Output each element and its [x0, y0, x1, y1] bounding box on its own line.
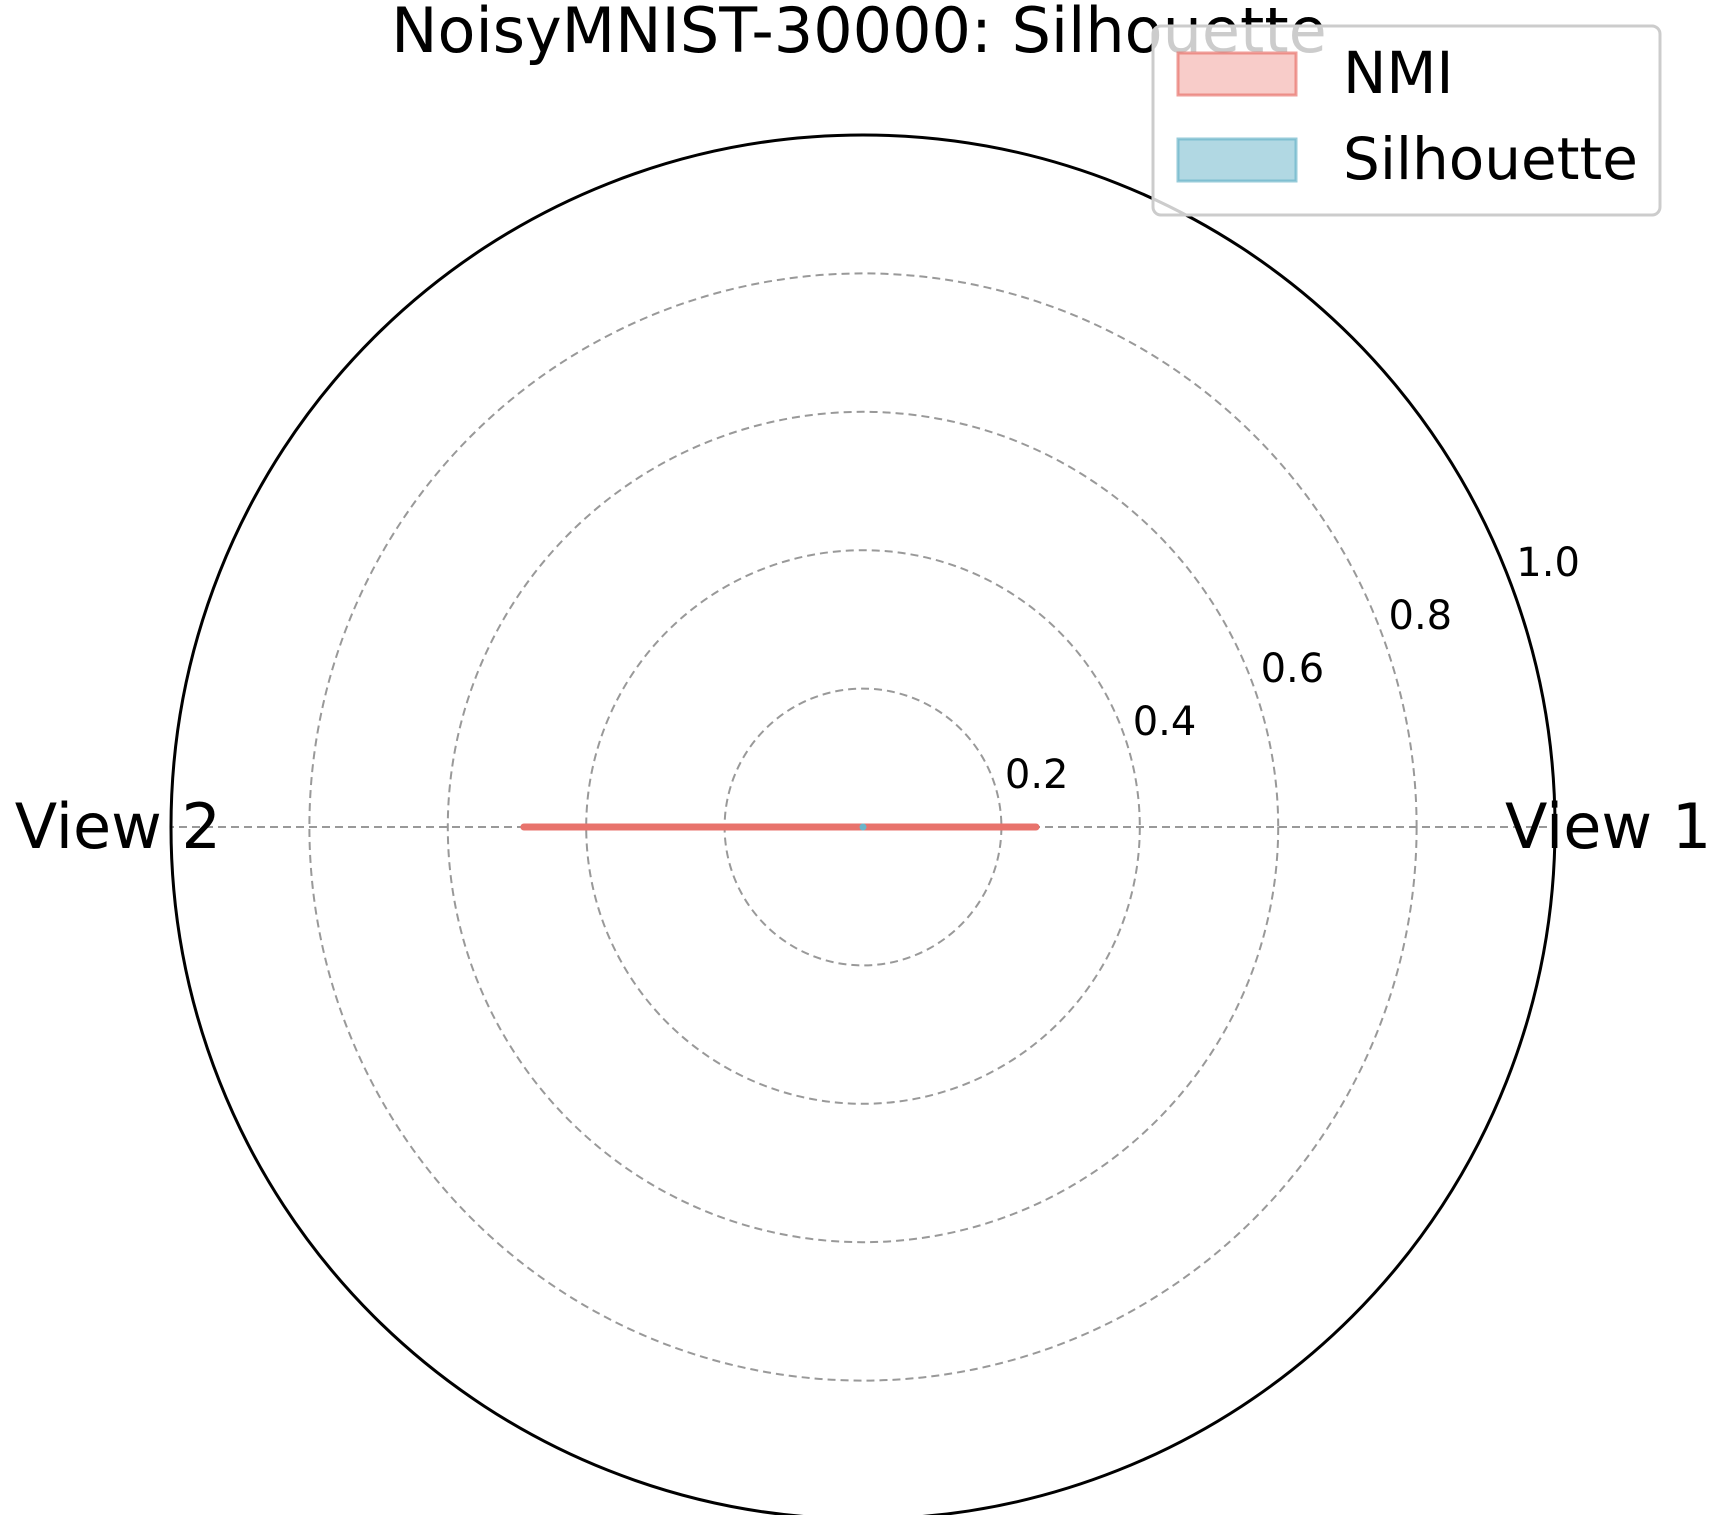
radial-tick-labels: 0.2 0.4 0.6 0.8 1.0	[1005, 540, 1580, 798]
legend-label-nmi: NMI	[1343, 39, 1454, 107]
rtick-label-1: 0.4	[1133, 699, 1197, 745]
legend-swatch-nmi	[1176, 51, 1298, 97]
rtick-label-0: 0.2	[1005, 752, 1069, 798]
grid-ring-2	[446, 410, 1280, 1244]
axis-label-2: View 2	[15, 790, 221, 863]
chart-legend: NMI Silhouette	[1151, 24, 1662, 217]
radar-outer-frame	[169, 133, 1557, 1515]
rtick-label-2: 0.6	[1261, 646, 1325, 692]
legend-swatch-silhouette	[1176, 137, 1298, 183]
radar-axis-labels: View 1 View 2	[15, 790, 1712, 863]
rtick-label-3: 0.8	[1389, 593, 1453, 639]
axis-label-1: View 1	[1505, 790, 1711, 863]
rtick-label-4: 1.0	[1516, 540, 1580, 586]
legend-label-silhouette: Silhouette	[1343, 125, 1638, 193]
